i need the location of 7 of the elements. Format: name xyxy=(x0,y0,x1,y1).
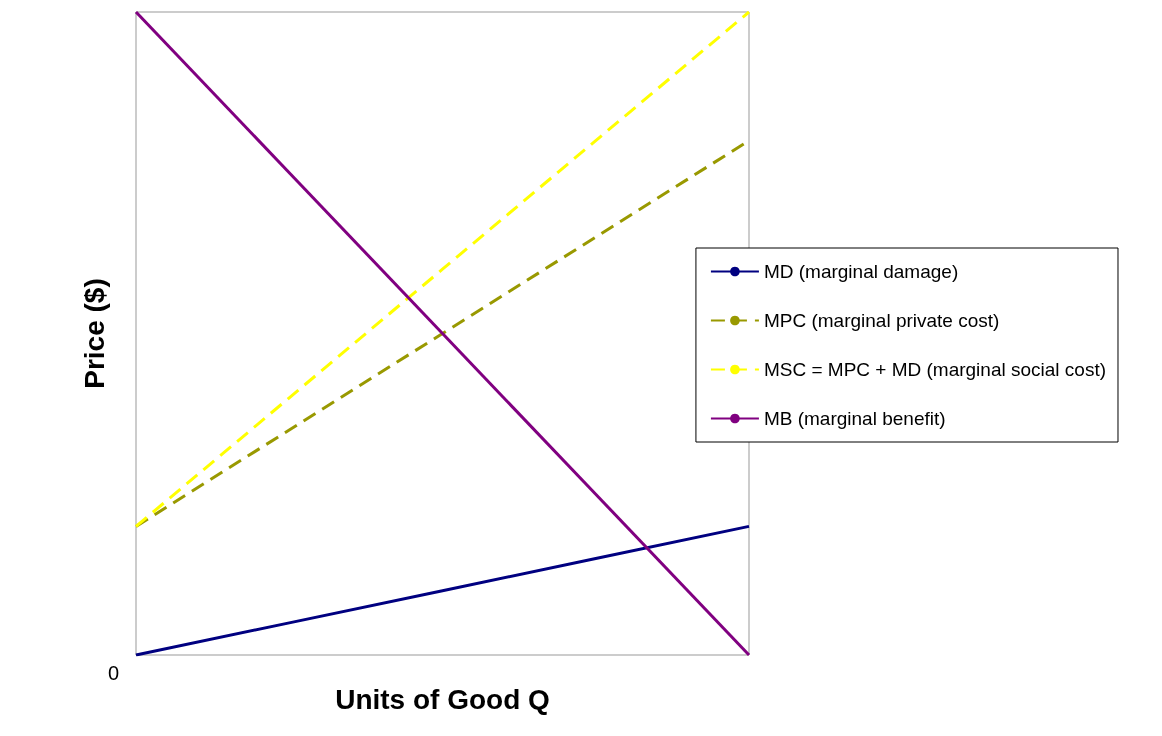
legend-label: MSC = MPC + MD (marginal social cost) xyxy=(763,359,1106,380)
legend-label: MB (marginal benefit) xyxy=(763,408,946,429)
text: 0 xyxy=(108,662,120,684)
legend-label: MD (marginal damage) xyxy=(763,261,959,282)
x-axis-title: Units of Good Q xyxy=(335,683,550,715)
y-axis-title: Price ($) xyxy=(78,278,110,389)
legend-label: MPC (marginal private cost) xyxy=(763,310,1000,331)
